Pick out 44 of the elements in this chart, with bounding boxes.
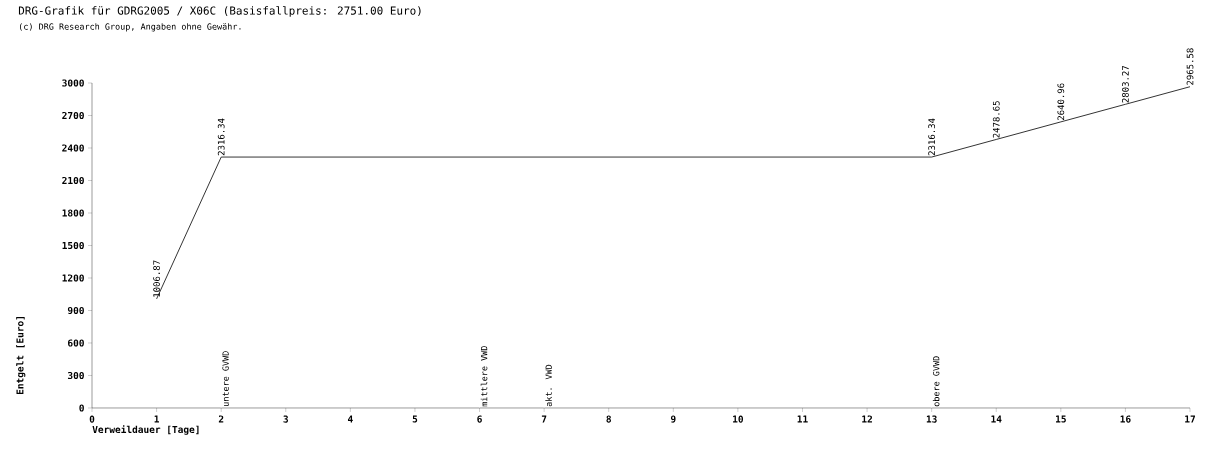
y-tick-label: 1500 (62, 241, 84, 250)
y-tick-label: 900 (67, 306, 84, 315)
x-tick-label: 5 (412, 415, 418, 423)
data-label: 2965.58 (1186, 48, 1194, 85)
x-tick-label: 12 (862, 415, 872, 423)
y-tick-label: 1200 (62, 274, 84, 282)
ref-line-label: mittlere VWD (480, 346, 488, 407)
y-tick-label: 300 (67, 371, 84, 380)
data-label: 2316.34 (928, 118, 936, 156)
x-tick-label: 17 (1185, 415, 1195, 423)
x-tick-label: 0 (89, 415, 95, 423)
x-axis-title: Verweildauer [Tage] (92, 425, 199, 435)
x-tick-label: 8 (606, 415, 611, 423)
y-tick-label: 1800 (62, 209, 84, 217)
data-label: 2640.96 (1057, 83, 1065, 121)
data-label: 1006.87 (153, 260, 160, 297)
ref-line-label: akt. VWD (545, 364, 552, 407)
x-tick-label: 1 (154, 415, 159, 423)
y-tick-label: 600 (68, 339, 84, 347)
x-tick-label: 13 (926, 415, 937, 423)
y-tick-label: 0 (79, 404, 84, 412)
y-tick-label: 2400 (62, 144, 84, 152)
x-tick-label: 15 (1056, 415, 1066, 423)
data-label: 2803.27 (1122, 66, 1129, 103)
x-tick-label: 9 (670, 415, 676, 423)
ref-line-label: untere GVWD (222, 351, 229, 406)
x-tick-label: 3 (283, 415, 288, 423)
ref-line-label: obere GVWD (932, 356, 940, 407)
x-tick-label: 7 (541, 415, 547, 423)
chart-title: DRG-Grafik für GDRG2005 / X06C (Basisfallpreis: 2751.00 Euro) (18, 6, 421, 17)
data-label: 2316.34 (217, 118, 225, 156)
x-tick-label: 4 (347, 415, 353, 423)
x-tick-label: 11 (797, 415, 808, 423)
x-tick-label: 2 (218, 415, 224, 423)
y-axis-title: Entgelt [Euro] (16, 317, 26, 395)
y-tick-label: 3000 (62, 79, 84, 87)
data-label: 2478.65 (992, 101, 1000, 138)
x-tick-label: 14 (991, 415, 1002, 423)
x-tick-label: 16 (1120, 415, 1131, 423)
x-tick-label: 6 (477, 415, 482, 423)
y-tick-label: 2700 (62, 111, 84, 120)
chart-subtitle: (c) DRG Research Group, Angaben ohne Gewähr. (19, 23, 241, 32)
y-tick-label: 2100 (62, 176, 84, 185)
x-tick-label: 10 (733, 415, 744, 423)
